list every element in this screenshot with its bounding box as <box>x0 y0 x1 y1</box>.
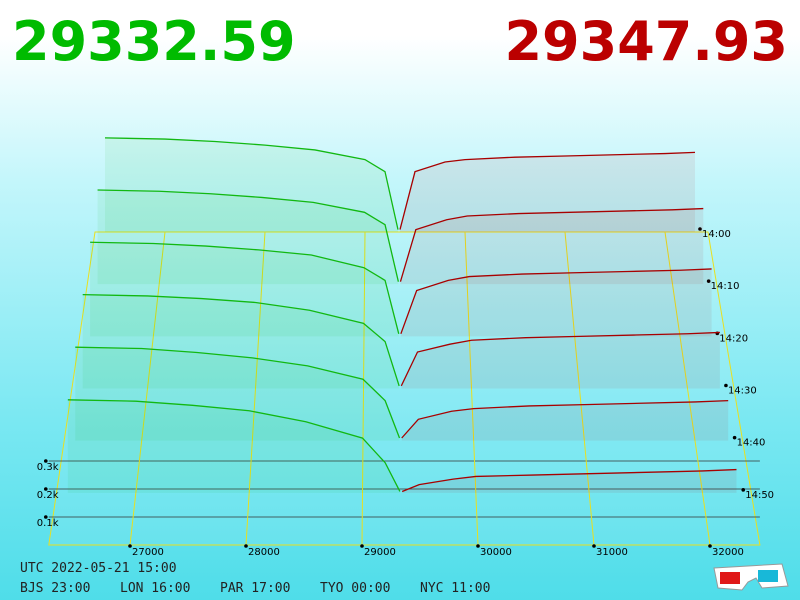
floor <box>48 231 761 546</box>
depth-tick-label: 0.1k <box>37 518 59 529</box>
glasses-icon[interactable] <box>713 563 789 591</box>
price-tick <box>128 544 132 548</box>
bids-depth-line <box>97 189 400 282</box>
best-bid: 29332.59 <box>12 10 296 73</box>
asks-depth-line <box>400 268 712 335</box>
time-tick <box>706 279 711 283</box>
depth-tick-label: 0.2k <box>37 490 59 501</box>
price-tick-label: 32000 <box>712 547 744 558</box>
asks-depth-line <box>401 399 729 439</box>
time-tick <box>732 435 737 440</box>
bids-depth-line <box>104 137 399 230</box>
bids-wall <box>105 137 398 232</box>
bids-depth-line <box>67 399 401 492</box>
bids-wall <box>97 189 399 285</box>
price-tick-label: 31000 <box>596 547 628 558</box>
utc-time: UTC 2022-05-21 15:00 <box>20 561 177 576</box>
asks-depth-line <box>399 207 704 282</box>
zone-time: LON 16:00 <box>120 581 190 596</box>
bids-wall <box>82 294 400 389</box>
lens-cyan <box>758 570 778 582</box>
price-grid-line <box>664 231 711 546</box>
bids-wall <box>75 347 400 441</box>
time-tick-label: 14:10 <box>711 281 740 292</box>
zone-time: NYC 11:00 <box>420 581 490 596</box>
asks-wall <box>400 152 695 232</box>
price-tick-label: 30000 <box>480 547 512 558</box>
bids-depth-line <box>75 346 401 439</box>
asks-depth-line <box>401 468 737 493</box>
price-tick-label: 29000 <box>364 547 396 558</box>
depth-tick <box>44 487 48 491</box>
depth-tick <box>44 515 48 519</box>
time-tick <box>741 488 746 492</box>
time-tick-label: 14:30 <box>728 386 757 397</box>
price-tick-label: 27000 <box>132 547 164 558</box>
price-tick <box>476 544 480 548</box>
time-tick <box>698 227 702 231</box>
asks-wall <box>400 268 712 337</box>
asks-depth-line <box>399 151 696 230</box>
zone-time: TYO 00:00 <box>320 581 390 596</box>
zone-time: BJS 23:00 <box>20 581 90 596</box>
depth-tick <box>44 459 48 463</box>
plot: 0.1k 0.2k 0.3k 27000 28000 29000 30000 31000 320… <box>37 137 774 558</box>
bids-depth-line <box>90 241 400 334</box>
price-grid-line <box>464 231 479 546</box>
asks-wall <box>400 208 704 285</box>
lens-red <box>720 572 740 584</box>
bids-depth-line <box>82 294 400 387</box>
price-grid-line <box>361 231 366 546</box>
asks-wall <box>402 469 737 493</box>
price-tick <box>360 544 364 548</box>
zone-time: PAR 17:00 <box>220 581 290 596</box>
asks-wall <box>401 332 720 389</box>
asks-depth-line <box>400 331 720 387</box>
price-tick-label: 28000 <box>248 547 280 558</box>
price-grid-line <box>245 231 266 546</box>
price-tick <box>708 544 712 548</box>
time-tick-label: 14:00 <box>702 229 731 240</box>
depth-tick-label: 0.3k <box>37 462 59 473</box>
time-tick-label: 14:50 <box>745 490 774 501</box>
best-ask: 29347.93 <box>504 10 788 73</box>
price-grid-line <box>129 231 166 546</box>
asks-wall <box>401 400 729 441</box>
price-tick <box>244 544 248 548</box>
bids-wall <box>67 399 400 493</box>
time-tick-label: 14:40 <box>737 438 766 449</box>
time-tick-label: 14:20 <box>719 333 748 344</box>
price-grid-line <box>564 231 595 546</box>
price-tick <box>592 544 596 548</box>
time-tick <box>724 383 728 388</box>
